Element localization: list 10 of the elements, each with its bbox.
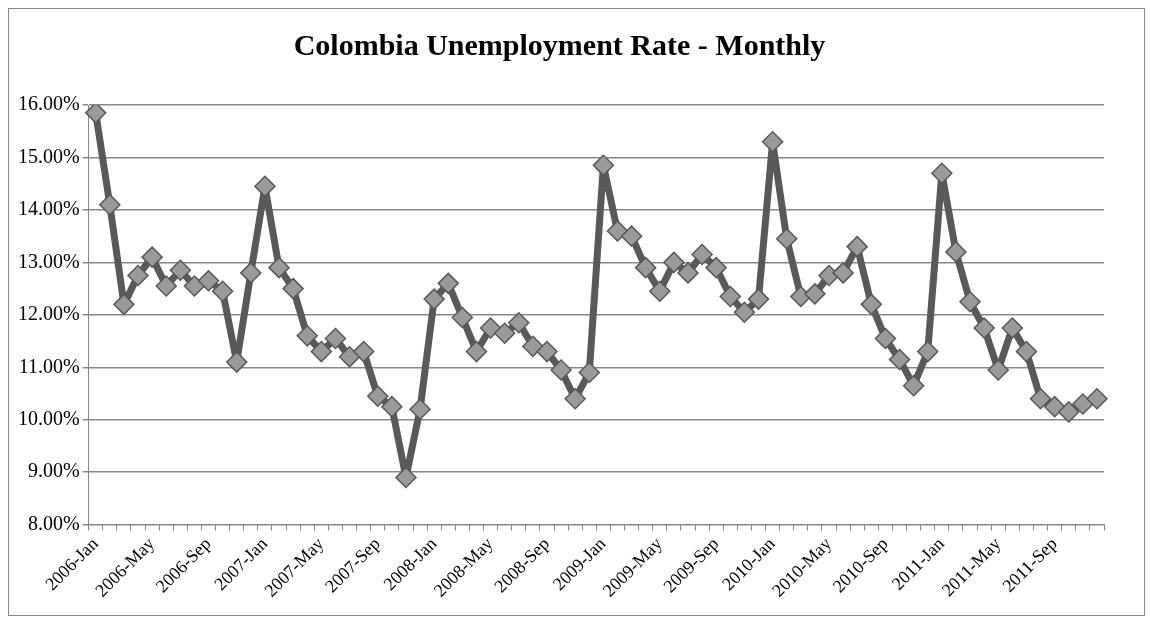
y-tick-label: 15.00%	[17, 144, 80, 167]
y-tick-label: 11.00%	[18, 354, 80, 377]
y-tick-label: 8.00%	[27, 511, 80, 534]
y-tick-label: 12.00%	[17, 302, 80, 325]
y-tick-label: 13.00%	[17, 249, 80, 272]
y-tick-label: 10.00%	[17, 407, 80, 430]
y-tick-label: 14.00%	[17, 197, 80, 220]
chart-title: Colombia Unemployment Rate - Monthly	[293, 27, 826, 61]
y-tick-label: 9.00%	[27, 459, 80, 482]
y-tick-label: 16.00%	[17, 92, 80, 115]
